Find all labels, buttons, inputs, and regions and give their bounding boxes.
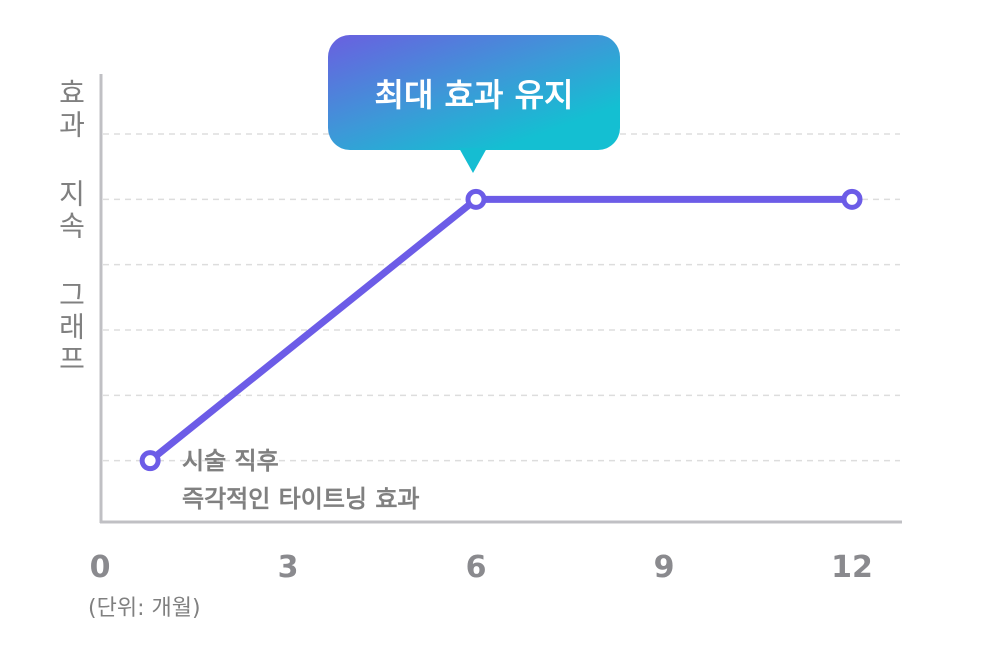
callout-pointer bbox=[459, 148, 487, 173]
data-point bbox=[139, 450, 161, 472]
x-unit-label: (단위: 개월) bbox=[88, 596, 201, 621]
data-point bbox=[465, 188, 487, 210]
annotation-start-line1: 시술 직후 bbox=[182, 447, 279, 475]
x-tick-labels: 0 3 6 9 12 bbox=[90, 550, 873, 585]
callout-text: 최대 효과 유지 bbox=[374, 75, 574, 114]
x-tick-label: 9 bbox=[654, 550, 675, 585]
annotation-start: 시술 직후 즉각적인 타이트닝 효과 bbox=[182, 442, 420, 518]
y-axis-label: 효과 지속 그래프 bbox=[54, 78, 87, 376]
callout-max-effect: 최대 효과 유지 bbox=[328, 35, 620, 150]
x-tick-label: 0 bbox=[90, 550, 111, 585]
data-point bbox=[841, 188, 863, 210]
series bbox=[139, 188, 863, 472]
annotation-start-line2: 즉각적인 타이트닝 효과 bbox=[182, 485, 420, 513]
x-tick-label: 6 bbox=[466, 550, 487, 585]
x-tick-label: 3 bbox=[278, 550, 299, 585]
gridlines bbox=[103, 133, 900, 462]
x-tick-label: 12 bbox=[831, 550, 873, 585]
